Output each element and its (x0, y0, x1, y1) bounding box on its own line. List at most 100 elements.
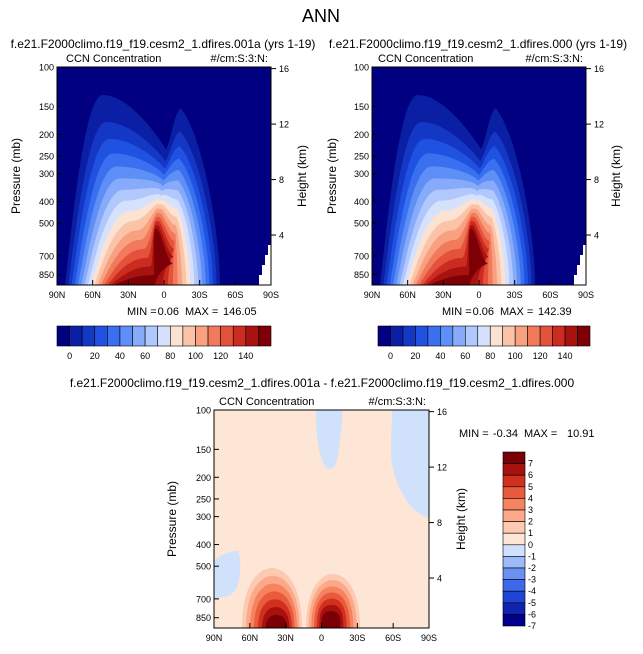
y-tick-label: 150 (354, 102, 369, 112)
colorbar-box (81, 325, 96, 347)
panel-1-min-label: MIN = (127, 306, 157, 318)
panel-3-x-axis: 90N 60N 30N 0 30S 60S 90S (206, 623, 437, 643)
panel-1-max-value: 146.05 (223, 306, 257, 318)
colorbar-label: 100 (508, 351, 523, 361)
y-tick-label: 400 (354, 197, 369, 207)
y-tick-label: 300 (39, 169, 54, 179)
x-tick-label: 60N (242, 633, 259, 643)
panel-3-colorbar: 76 54 3 21 0-1 -2 -3-4 -5-6 -7 (502, 451, 536, 631)
y-tick-label: 200 (196, 473, 211, 483)
colorbar-label: 80 (485, 351, 495, 361)
colorbar-box (144, 325, 159, 347)
colorbar-label: 40 (435, 351, 445, 361)
colorbar-label: 120 (533, 351, 548, 361)
y-tick-label: 250 (354, 151, 369, 161)
y2-tick-label: 8 (594, 175, 599, 185)
panel-2-x-axis: 90N 60N 30N 0 30S 60S 90S (364, 280, 594, 300)
y-tick-label: 250 (196, 494, 211, 504)
colorbar-label: 140 (238, 351, 253, 361)
panel-1-terrain (259, 245, 271, 285)
y2-tick-label: 12 (437, 463, 447, 473)
colorbar-box (182, 325, 196, 347)
colorbar-box (390, 325, 404, 347)
y2-tick-label: 4 (437, 574, 442, 584)
x-tick-label: 30N (120, 290, 137, 300)
contour-band (321, 611, 341, 628)
colorbar-box (502, 486, 526, 499)
x-tick-label: 60N (84, 290, 101, 300)
colorbar-box (502, 532, 526, 546)
y2-tick-label: 16 (437, 407, 447, 417)
figure-title: ANN (302, 6, 340, 26)
contour-band (114, 228, 173, 285)
y2-tick-label: 12 (279, 120, 289, 130)
panel-1: f.e21.F2000climo.f19_f19.cesm2_1.dfires.… (9, 37, 315, 361)
colorbar-label: 5 (528, 482, 533, 492)
y2-tick-label: 4 (279, 231, 284, 241)
colorbar-box (258, 325, 272, 347)
x-tick-label: 0 (476, 290, 481, 300)
panel-3-contours (214, 410, 429, 628)
x-tick-label: 60S (542, 290, 558, 300)
colorbar-box (577, 325, 591, 347)
x-tick-label: 30N (277, 633, 294, 643)
panel-1-y-axis: 100 150 200 250 300 400 500 700 850 (39, 63, 62, 280)
x-tick-label: 90N (364, 290, 381, 300)
colorbar-label: -2 (528, 563, 536, 573)
colorbar-box (119, 325, 133, 347)
y-tick-label: 500 (354, 219, 369, 229)
colorbar-box (107, 325, 121, 347)
colorbar-box (195, 325, 209, 347)
colorbar-box (502, 498, 526, 511)
panel-2-min-label: MIN = (442, 306, 472, 318)
y-tick-label: 100 (354, 63, 369, 73)
panel-2-left-label: CCN Concentration (378, 53, 473, 65)
colorbar-box (477, 325, 491, 347)
x-tick-label: 0 (161, 290, 166, 300)
panel-3-y-axis: 100 150 200 250 300 400 500 700 850 (196, 406, 219, 623)
panel-2: f.e21.F2000climo.f19_f19.cesm2_1.dfires.… (325, 37, 627, 361)
colorbar-label: 40 (115, 351, 125, 361)
y-tick-label: 150 (39, 102, 54, 112)
panel-2-y2label: Height (km) (609, 145, 623, 207)
x-tick-label: 90S (421, 633, 437, 643)
colorbar-label: 60 (140, 351, 150, 361)
panel-1-min-value: 0.06 (158, 306, 179, 318)
panel-3-y2label: Height (km) (454, 488, 468, 550)
y-tick-label: 100 (196, 406, 211, 416)
panel-1-title: f.e21.F2000climo.f19_f19.cesm2_1.dfires.… (11, 37, 316, 51)
colorbar-label: -5 (528, 598, 536, 608)
colorbar-label: 1 (528, 528, 533, 538)
contour-band (265, 615, 288, 628)
panel-3-min-label: MIN = (459, 428, 489, 440)
panel-3-min-value: -0.34 (493, 428, 518, 440)
y2-tick-label: 12 (594, 120, 604, 130)
colorbar-label: 0 (528, 540, 533, 550)
x-tick-label: 30S (349, 633, 365, 643)
y2-tick-label: 4 (594, 231, 599, 241)
panel-3-left-label: CCN Concentration (219, 396, 314, 408)
colorbar-box (502, 451, 526, 464)
panel-3-negative-region (316, 410, 343, 470)
colorbar-label: 4 (528, 493, 533, 503)
y-tick-label: 400 (39, 197, 54, 207)
panel-2-max-label: MAX = (500, 306, 533, 318)
panel-1-x-axis: 90N 60N 30N 0 30S 60S 90S (49, 280, 279, 300)
colorbar-box (415, 325, 429, 347)
panel-3-max-label: MAX = (524, 428, 557, 440)
y-tick-label: 250 (39, 151, 54, 161)
panel-3-title: f.e21.F2000climo.f19_f19.cesm2_1.dfires.… (70, 376, 575, 390)
y-tick-label: 700 (39, 251, 54, 261)
colorbar-box (527, 325, 541, 347)
panel-1-contours (57, 67, 271, 285)
colorbar-label: 3 (528, 505, 533, 515)
y-tick-label: 400 (196, 540, 211, 550)
colorbar-label: 120 (213, 351, 228, 361)
colorbar-box (502, 509, 526, 522)
x-tick-label: 90N (206, 633, 223, 643)
colorbar-label: -1 (528, 551, 536, 561)
colorbar-box (552, 325, 566, 347)
panel-1-left-label: CCN Concentration (66, 53, 161, 65)
y2-tick-label: 8 (437, 518, 442, 528)
panel-2-min-value: 0.06 (473, 306, 494, 318)
